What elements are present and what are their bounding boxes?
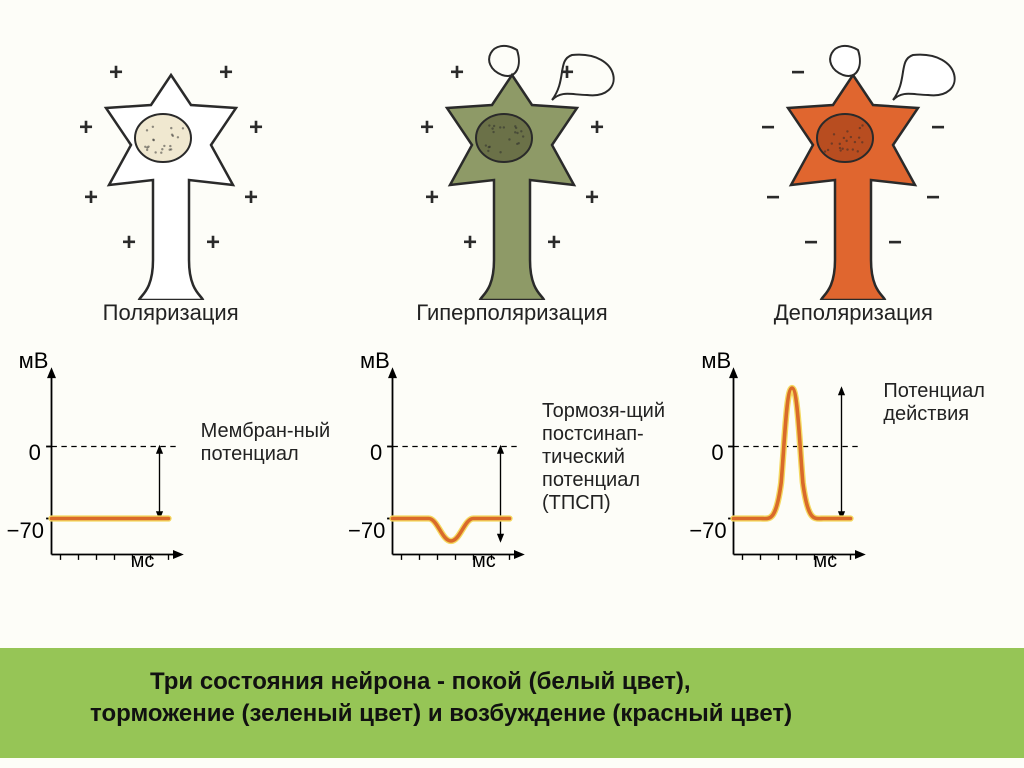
y-axis-unit: мВ bbox=[701, 348, 731, 374]
svg-text:+: + bbox=[463, 229, 477, 256]
y-axis-unit: мВ bbox=[19, 348, 49, 374]
svg-text:+: + bbox=[79, 114, 93, 141]
tick-zero: 0 bbox=[29, 440, 41, 466]
neuron-labels: Поляризация Гиперполяризация Деполяризац… bbox=[0, 300, 1024, 326]
svg-text:+: + bbox=[109, 59, 123, 86]
neuron-hyperpolarization: ++++++++ bbox=[362, 20, 662, 300]
chart-row: мВ 0 −70 мс Мембран-ный потенциал мВ 0 −… bbox=[0, 340, 1024, 640]
neuron-polarization: + + + + + + + + bbox=[21, 20, 321, 300]
svg-text:+: + bbox=[547, 229, 561, 256]
label-depolarization: Деполяризация bbox=[703, 300, 1003, 326]
x-axis-unit: мс bbox=[472, 550, 496, 573]
neuron-icon: −−−−−−−− bbox=[703, 20, 1003, 300]
caption-bar: Три состояния нейрона - покой (белый цве… bbox=[0, 648, 1024, 758]
svg-text:+: + bbox=[590, 114, 604, 141]
svg-text:+: + bbox=[425, 184, 439, 211]
svg-text:+: + bbox=[249, 114, 263, 141]
svg-text:+: + bbox=[84, 184, 98, 211]
tick-rest: −70 bbox=[7, 518, 44, 544]
svg-text:+: + bbox=[420, 114, 434, 141]
svg-text:+: + bbox=[206, 229, 220, 256]
neuron-icon: ++++++++ bbox=[362, 20, 662, 300]
neuron-row: + + + + + + + + + + + + + + + + −−−−−−−− bbox=[0, 20, 1024, 300]
tick-rest: −70 bbox=[689, 518, 726, 544]
tick-zero: 0 bbox=[711, 440, 723, 466]
chart-action-potential: мВ 0 −70 мс Потенциал действия bbox=[693, 340, 1013, 640]
svg-text:−: − bbox=[926, 184, 940, 211]
svg-text:+: + bbox=[585, 184, 599, 211]
tick-zero: 0 bbox=[370, 440, 382, 466]
x-axis-unit: мс bbox=[813, 550, 837, 573]
caption-line1: Три состояния нейрона - покой (белый цве… bbox=[90, 666, 964, 698]
svg-text:+: + bbox=[122, 229, 136, 256]
chart-ipsp: мВ 0 −70 мс Тормозя-щий постсинап-тическ… bbox=[352, 340, 672, 640]
svg-text:+: + bbox=[244, 184, 258, 211]
svg-text:+: + bbox=[219, 59, 233, 86]
chart-annotation: Потенциал действия bbox=[883, 380, 1023, 426]
label-hyperpolarization: Гиперполяризация bbox=[362, 300, 662, 326]
chart-annotation: Мембран-ный потенциал bbox=[201, 420, 341, 466]
svg-text:−: − bbox=[791, 59, 805, 86]
svg-text:−: − bbox=[761, 114, 775, 141]
y-axis-unit: мВ bbox=[360, 348, 390, 374]
chart-membrane-potential: мВ 0 −70 мс Мембран-ный потенциал bbox=[11, 340, 331, 640]
svg-text:−: − bbox=[888, 229, 902, 256]
neuron-icon: + + + + + + + + bbox=[21, 20, 321, 300]
chart-annotation: Тормозя-щий постсинап-тический потенциал… bbox=[542, 400, 682, 515]
x-axis-unit: мс bbox=[131, 550, 155, 573]
svg-text:−: − bbox=[931, 114, 945, 141]
tick-rest: −70 bbox=[348, 518, 385, 544]
svg-text:−: − bbox=[804, 229, 818, 256]
neuron-depolarization: −−−−−−−− bbox=[703, 20, 1003, 300]
svg-text:+: + bbox=[450, 59, 464, 86]
caption-line2: торможение (зеленый цвет) и возбуждение … bbox=[90, 698, 964, 730]
label-polarization: Поляризация bbox=[21, 300, 321, 326]
svg-text:−: − bbox=[766, 184, 780, 211]
